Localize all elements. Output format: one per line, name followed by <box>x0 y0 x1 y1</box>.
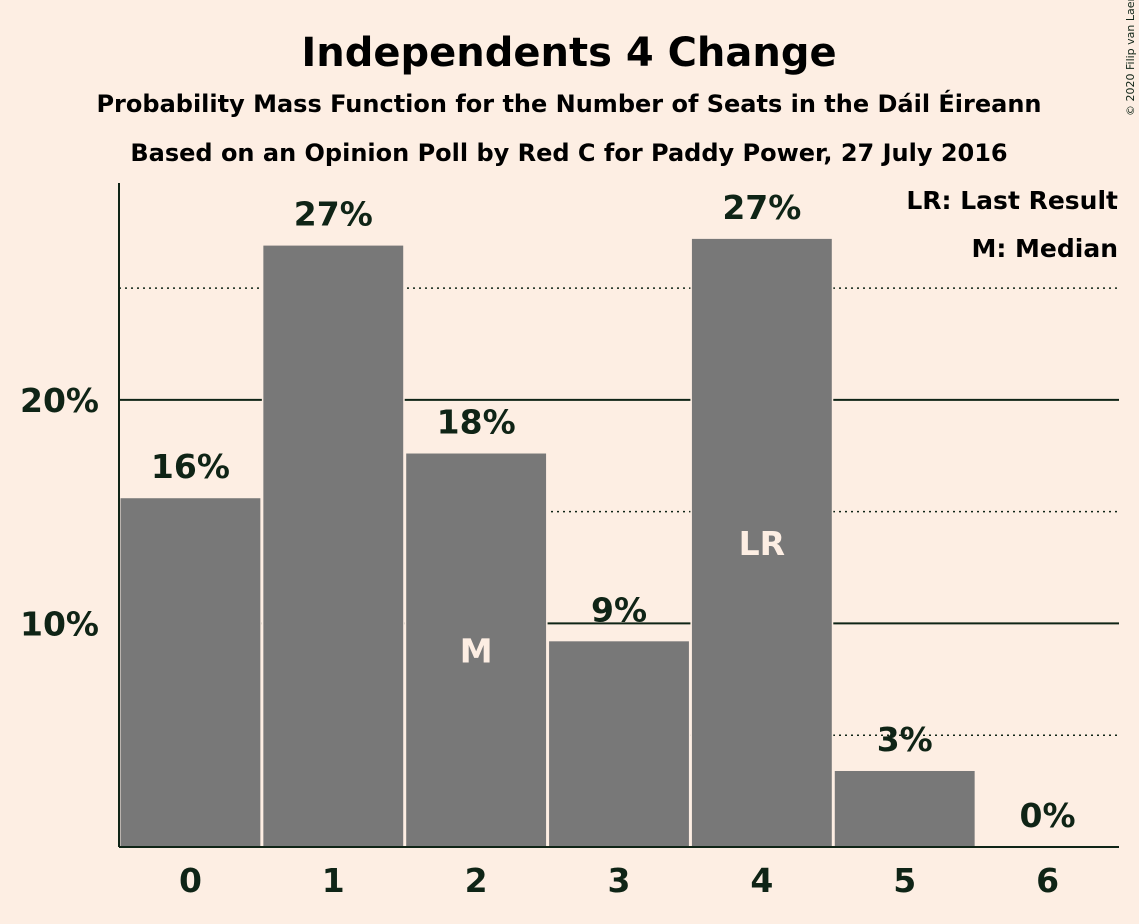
x-tick-label: 3 <box>608 861 631 900</box>
bar-marker: M <box>460 631 493 670</box>
bar-marker: LR <box>739 524 785 563</box>
copyright-notice: © 2020 Filip van Laenen <box>1124 0 1137 116</box>
bar-3 <box>549 641 689 847</box>
bar-2 <box>406 453 547 847</box>
bar-4 <box>691 238 832 847</box>
x-tick-label: 4 <box>750 861 773 900</box>
legend-median: M: Median <box>971 234 1118 263</box>
data-label: 27% <box>722 188 801 227</box>
chart-source: Based on an Opinion Poll by Red C for Pa… <box>130 139 1007 167</box>
data-label: 0% <box>1020 796 1076 835</box>
y-tick-label: 20% <box>20 381 99 420</box>
bar-5 <box>834 770 975 847</box>
x-tick-label: 1 <box>322 861 345 900</box>
bar-0 <box>120 498 261 847</box>
data-label: 3% <box>877 720 933 759</box>
y-tick-label: 10% <box>20 604 99 643</box>
chart-title: Independents 4 Change <box>301 30 836 76</box>
axes <box>118 183 1119 848</box>
x-tick-label: 0 <box>179 861 202 900</box>
data-labels: 16% 0 27% 1 18% M 2 9% 3 27% LR 4 3% 5 0% 6 <box>151 188 1076 900</box>
x-tick-label: 6 <box>1036 861 1059 900</box>
x-tick-label: 5 <box>893 861 916 900</box>
legend-last-result: LR: Last Result <box>906 186 1118 215</box>
chart-subtitle: Probability Mass Function for the Number… <box>96 89 1041 118</box>
data-label: 18% <box>437 403 516 442</box>
data-label: 16% <box>151 447 230 486</box>
x-tick-label: 2 <box>465 861 488 900</box>
bars <box>119 237 977 848</box>
data-label: 27% <box>294 195 373 234</box>
data-label: 9% <box>591 590 647 629</box>
bar-1 <box>263 245 404 848</box>
